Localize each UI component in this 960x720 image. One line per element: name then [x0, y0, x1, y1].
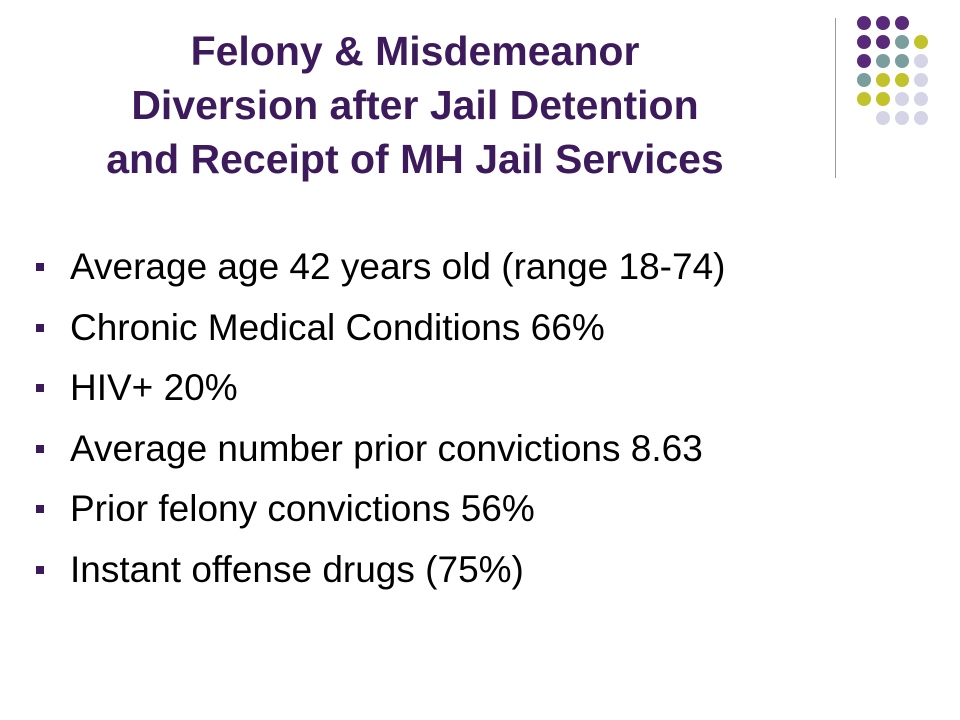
decor-dot: [876, 16, 890, 30]
slide-title: Felony & Misdemeanor Diversion after Jai…: [0, 24, 830, 186]
bullet-item: Prior felony convictions 56%: [36, 486, 725, 531]
decor-dot: [895, 73, 909, 87]
decor-dot: [857, 73, 871, 87]
bullet-item: HIV+ 20%: [36, 365, 725, 410]
bullet-item: Instant offense drugs (75%): [36, 547, 725, 592]
bullet-item: Average number prior convictions 8.63: [36, 426, 725, 471]
decor-dot: [876, 92, 890, 106]
bullet-item: Average age 42 years old (range 18-74): [36, 244, 725, 289]
title-line: and Receipt of MH Jail Services: [106, 136, 724, 182]
bullet-item: Chronic Medical Conditions 66%: [36, 305, 725, 350]
decor-dot: [876, 35, 890, 49]
bullet-list: Average age 42 years old (range 18-74) Ch…: [36, 244, 725, 607]
decor-dot: [876, 73, 890, 87]
decor-dot: [914, 111, 928, 125]
decor-dot: [857, 16, 871, 30]
dot-grid: [857, 16, 928, 125]
title-line: Diversion after Jail Detention: [131, 82, 699, 128]
decor-dot: [914, 73, 928, 87]
decor-dot: [914, 35, 928, 49]
decor-dot: [895, 16, 909, 30]
decor-dot: [895, 111, 909, 125]
decor-dot: [895, 54, 909, 68]
divider: [835, 18, 836, 178]
decor-dot: [876, 111, 890, 125]
decor-dot: [857, 54, 871, 68]
decor-dot: [876, 54, 890, 68]
decor-dot: [914, 92, 928, 106]
decor-dot: [857, 92, 871, 106]
decor-dot: [895, 92, 909, 106]
title-line: Felony & Misdemeanor: [190, 28, 640, 74]
decor-dot: [895, 35, 909, 49]
decor-dot: [857, 35, 871, 49]
decor-dot: [914, 54, 928, 68]
